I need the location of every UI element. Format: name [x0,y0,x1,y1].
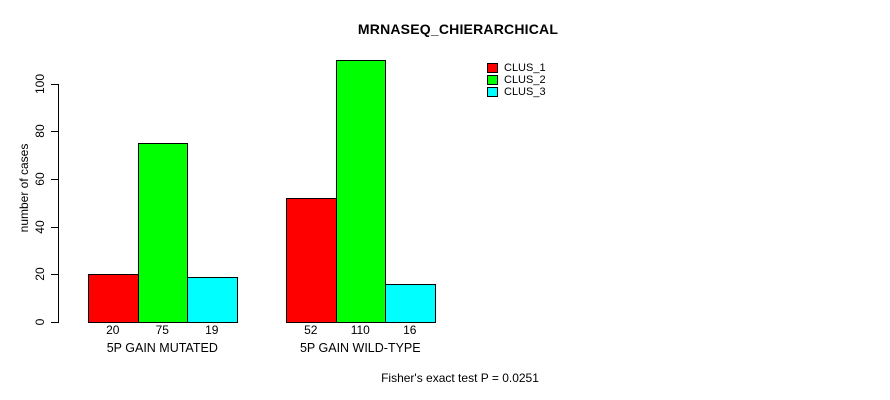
x-category-label: 5P GAIN MUTATED [106,341,218,355]
bar-clus_1-group1 [88,274,139,323]
y-axis-tick [51,227,58,228]
bar-value-label: 20 [106,323,120,337]
y-axis-tick [51,84,58,85]
y-axis-tick [51,131,58,132]
chart-title: MRNASEQ_CHIERARCHICAL [357,21,559,37]
legend-label: CLUS_1 [504,62,546,74]
legend-label: CLUS_3 [504,86,546,98]
legend: CLUS_1 CLUS_2 CLUS_3 [487,62,546,98]
legend-color-swatch-icon [487,63,498,73]
bar-value-label: 75 [155,323,169,337]
legend-item-clus_1: CLUS_1 [487,62,546,74]
bar-value-label: 52 [304,323,318,337]
bar-clus_2-group1 [137,143,188,323]
bar-value-label: 19 [205,323,219,337]
y-axis-tick-label: 80 [33,124,47,138]
bar-value-label: 110 [350,323,370,337]
y-axis-tick-label: 20 [33,267,47,281]
bar-clus_3-group1 [187,276,238,323]
y-axis-line [58,84,59,323]
legend-label: CLUS_2 [504,74,546,86]
legend-item-clus_3: CLUS_3 [487,86,546,98]
legend-color-swatch-icon [487,75,498,85]
legend-item-clus_2: CLUS_2 [487,74,546,86]
y-axis-tick [51,322,58,323]
x-category-label: 5P GAIN WILD-TYPE [299,341,421,355]
y-axis-tick-label: 0 [33,318,47,326]
y-axis-tick-label: 40 [33,220,47,234]
y-axis-tick [51,179,58,180]
bar-clus_3-group2 [385,283,436,323]
y-axis-tick [51,274,58,275]
legend-color-swatch-icon [487,87,498,97]
bar-value-label: 16 [403,323,417,337]
bar-clus_1-group2 [286,198,337,323]
y-axis-tick-label: 100 [33,73,47,95]
y-axis-tick-label: 60 [33,172,47,186]
fisher-test-annotation: Fisher's exact test P = 0.0251 [381,371,539,385]
bar-clus_2-group2 [335,60,386,323]
y-axis-label: number of cases [17,143,31,233]
